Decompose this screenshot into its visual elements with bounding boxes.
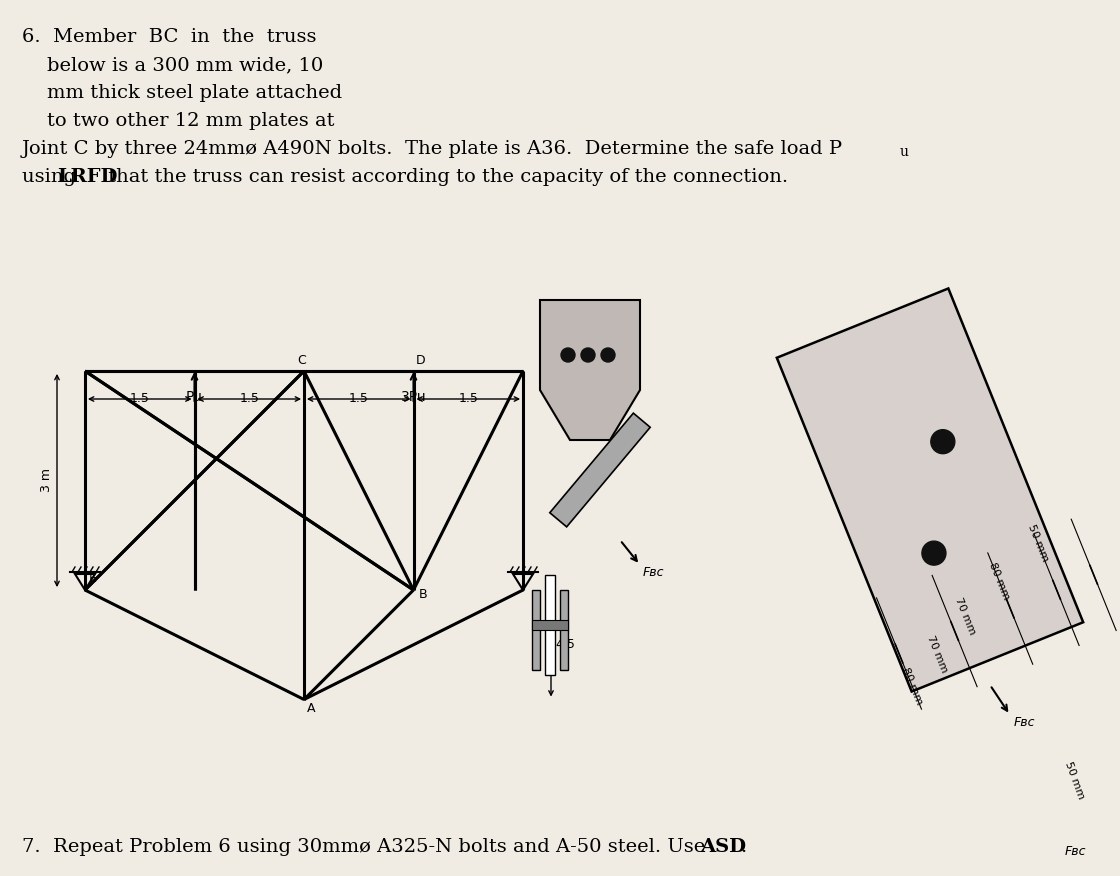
Text: LRFD: LRFD [57,168,118,186]
Text: 70 mm: 70 mm [925,634,949,675]
Bar [545,575,556,675]
Text: B: B [419,588,427,601]
Text: 6.  Member  BC  in  the  truss: 6. Member BC in the truss [22,28,317,46]
Text: D: D [416,354,426,367]
Bar [532,620,568,630]
Text: below is a 300 mm wide, 10: below is a 300 mm wide, 10 [22,56,324,74]
Circle shape [561,348,575,362]
FancyBboxPatch shape [550,413,651,526]
Text: E: E [88,572,96,585]
Circle shape [601,348,615,362]
Text: 3Pu: 3Pu [401,390,427,404]
Text: 7.  Repeat Problem 6 using 30mmø A325-N bolts and A-50 steel. Use: 7. Repeat Problem 6 using 30mmø A325-N b… [22,838,711,856]
Bar [532,590,540,670]
Text: 4.5: 4.5 [556,639,575,651]
Text: 1.5: 1.5 [130,392,150,405]
Text: 50 mm: 50 mm [1064,759,1086,800]
Text: mm thick steel plate attached: mm thick steel plate attached [22,84,342,102]
Polygon shape [540,300,640,440]
Text: u: u [900,145,909,159]
Circle shape [922,541,946,565]
Text: A: A [307,702,316,715]
Text: Fвс: Fвс [1064,845,1085,858]
Text: 1.5: 1.5 [458,392,478,405]
Text: 50 mm: 50 mm [1026,523,1049,563]
Text: using: using [22,168,82,186]
FancyBboxPatch shape [777,288,1083,691]
Text: Fвс: Fвс [1014,717,1036,730]
Text: 1.5: 1.5 [348,392,368,405]
Text: Joint C by three 24mmø A490N bolts.  The plate is A36.  Determine the safe load : Joint C by three 24mmø A490N bolts. The … [22,140,843,158]
Text: 3 m: 3 m [40,469,53,492]
Text: 80 mm: 80 mm [900,666,924,706]
Bar [560,590,568,670]
Text: 1.5: 1.5 [240,392,259,405]
Text: Pu: Pu [186,390,203,404]
Text: C: C [298,354,307,367]
Text: 70 mm: 70 mm [953,596,977,636]
Text: 80 mm: 80 mm [987,561,1011,601]
Text: ASD: ASD [700,838,746,856]
Text: to two other 12 mm plates at: to two other 12 mm plates at [22,112,335,130]
Text: .: . [740,838,746,856]
Text: that the truss can resist according to the capacity of the connection.: that the truss can resist according to t… [102,168,788,186]
Circle shape [581,348,595,362]
Text: Fвс: Fвс [643,567,664,580]
Circle shape [931,429,955,454]
